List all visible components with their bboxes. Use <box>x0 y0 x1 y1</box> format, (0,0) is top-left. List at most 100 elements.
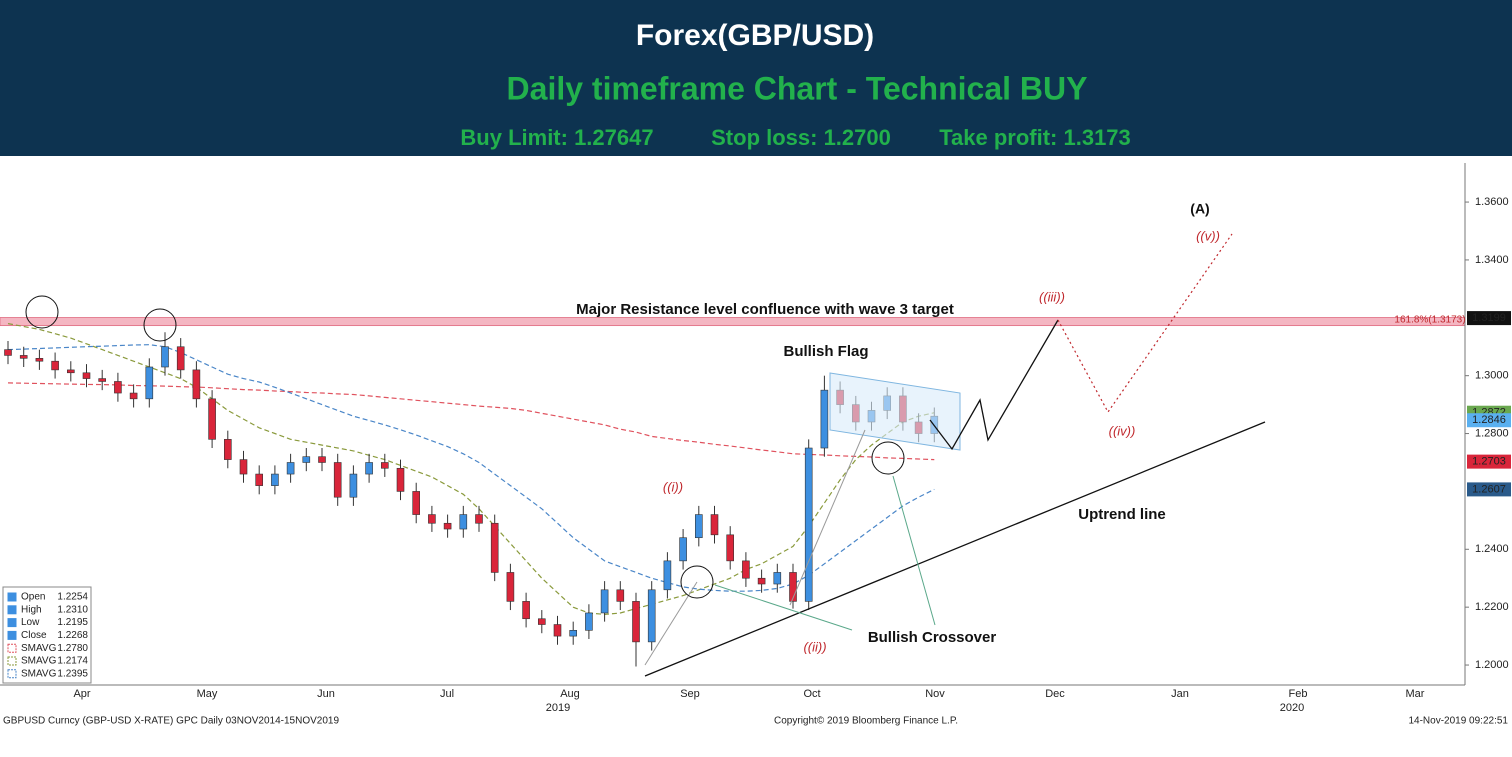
candle-body <box>35 358 44 362</box>
x-tick-label: Oct <box>803 688 820 700</box>
footer-right: 14-Nov-2019 09:22:51 <box>1408 716 1508 727</box>
legend-name: SMAVG <box>21 668 57 679</box>
candle-body <box>757 577 766 585</box>
legend-name: Close <box>21 630 47 641</box>
price-tag-label: 1.2703 <box>1472 456 1506 468</box>
candle-body <box>663 560 672 591</box>
x-tick-label: Mar <box>1406 688 1425 700</box>
legend-box <box>2 586 92 684</box>
candle-body <box>475 514 483 524</box>
legend-name: High <box>21 604 42 615</box>
x-tick-label: Jul <box>440 688 454 700</box>
candle-body <box>537 618 546 625</box>
candle-body <box>506 572 515 602</box>
highlight-circle <box>871 441 905 475</box>
candle-body <box>176 346 185 371</box>
legend-value: 1.2780 <box>57 643 88 654</box>
candle-body <box>333 462 342 498</box>
legend-value: 1.2174 <box>57 656 88 667</box>
legend-value: 1.2395 <box>57 668 88 679</box>
legend: Open 1.2254 High 1.2310 Low 1.2195 Close 1.2268… <box>2 586 92 684</box>
wave-label: ((i)) <box>663 479 683 494</box>
candle-body <box>82 372 91 379</box>
candle-body <box>98 378 106 382</box>
trade-target: Take profit: 1.3173 <box>939 125 1131 150</box>
legend-name: Low <box>21 617 40 628</box>
candle-body <box>412 491 421 515</box>
y-tick-label: 1.2000 <box>1475 659 1509 671</box>
candle-body <box>380 462 389 469</box>
fib-label: 161.8%(1.3173) <box>1394 315 1465 326</box>
candle-body <box>302 456 311 463</box>
highlight-circle <box>143 308 177 342</box>
candle-body <box>585 612 593 631</box>
x-tick-label: Dec <box>1045 688 1065 700</box>
candle-body <box>51 360 59 371</box>
y-tick-label: 1.3400 <box>1475 254 1509 266</box>
y-tick-label: 1.3000 <box>1475 370 1509 382</box>
candle-body <box>742 560 750 579</box>
candle-body <box>522 601 530 620</box>
drawings <box>25 233 1266 677</box>
legend-swatch <box>7 592 17 602</box>
wave-label: (A) <box>1190 201 1209 217</box>
y-tick-label: 1.3600 <box>1475 196 1509 208</box>
candle-body <box>4 349 12 356</box>
candle-body <box>443 522 452 530</box>
candle-body <box>396 467 405 492</box>
arrow <box>714 584 853 631</box>
candle-body <box>616 589 625 602</box>
legend-value: 1.2268 <box>57 630 88 641</box>
footer-center: Copyright© 2019 Bloomberg Finance L.P. <box>774 716 958 727</box>
candle-body <box>804 447 813 602</box>
candle-body <box>318 456 326 463</box>
candle-body <box>286 462 295 475</box>
candle-body <box>365 462 373 475</box>
resistance-band <box>0 317 1466 327</box>
price-tag-label: 1.2607 <box>1472 483 1506 495</box>
candle-body <box>773 572 782 585</box>
legend-swatch <box>7 618 17 628</box>
x-tick-label: Feb <box>1289 688 1308 700</box>
wave-label: ((iii)) <box>1039 289 1065 304</box>
candle-body <box>726 534 735 562</box>
flag-label: Bullish Flag <box>783 343 868 360</box>
x-tick-label: Jun <box>317 688 335 700</box>
year-label: 2020 <box>1280 702 1304 714</box>
candle-body <box>145 366 154 400</box>
wave-label: ((iv)) <box>1109 423 1136 438</box>
title: Forex(GBP/USD) <box>636 19 874 52</box>
uptrend-label: Uptrend line <box>1078 506 1166 523</box>
trade-buy: Buy Limit: 1.27647 <box>460 125 653 150</box>
crossover-label: Bullish Crossover <box>868 629 997 646</box>
footer-left: GBPUSD Curncy (GBP-USD X-RATE) GPC Daily… <box>3 716 339 727</box>
resistance-label: Major Resistance level confluence with w… <box>576 301 954 318</box>
legend-swatch <box>7 656 17 666</box>
legend-name: SMAVG <box>21 656 57 667</box>
plot: 1.2000 1.2200 1.2400 1.2800 1.3000 1.3400 1.36… <box>0 163 1511 714</box>
highlight-circle <box>25 295 59 329</box>
x-tick-label: Nov <box>925 688 945 700</box>
legend-swatch <box>7 643 17 653</box>
price-tag-label: 1.3199 <box>1472 312 1506 324</box>
x-tick-label: Apr <box>73 688 90 700</box>
candle-body <box>490 522 499 573</box>
candle-body <box>694 514 703 539</box>
flag-channel <box>829 372 961 451</box>
legend-name: SMAVG <box>21 643 57 654</box>
helper-line <box>789 429 866 606</box>
candle-body <box>820 389 829 449</box>
wave-projection <box>929 319 1059 451</box>
candle-body <box>255 473 263 486</box>
price-tag-label: 1.2846 <box>1472 414 1506 426</box>
candle-body <box>428 514 436 524</box>
candle-body <box>710 514 719 536</box>
legend-swatch <box>7 605 17 615</box>
y-tick-label: 1.2800 <box>1475 427 1509 439</box>
legend-value: 1.2310 <box>57 604 88 615</box>
trade-stop: Stop loss: 1.2700 <box>711 125 891 150</box>
header-band <box>0 0 1512 156</box>
candle-body <box>114 381 122 394</box>
candle-body <box>161 346 169 368</box>
